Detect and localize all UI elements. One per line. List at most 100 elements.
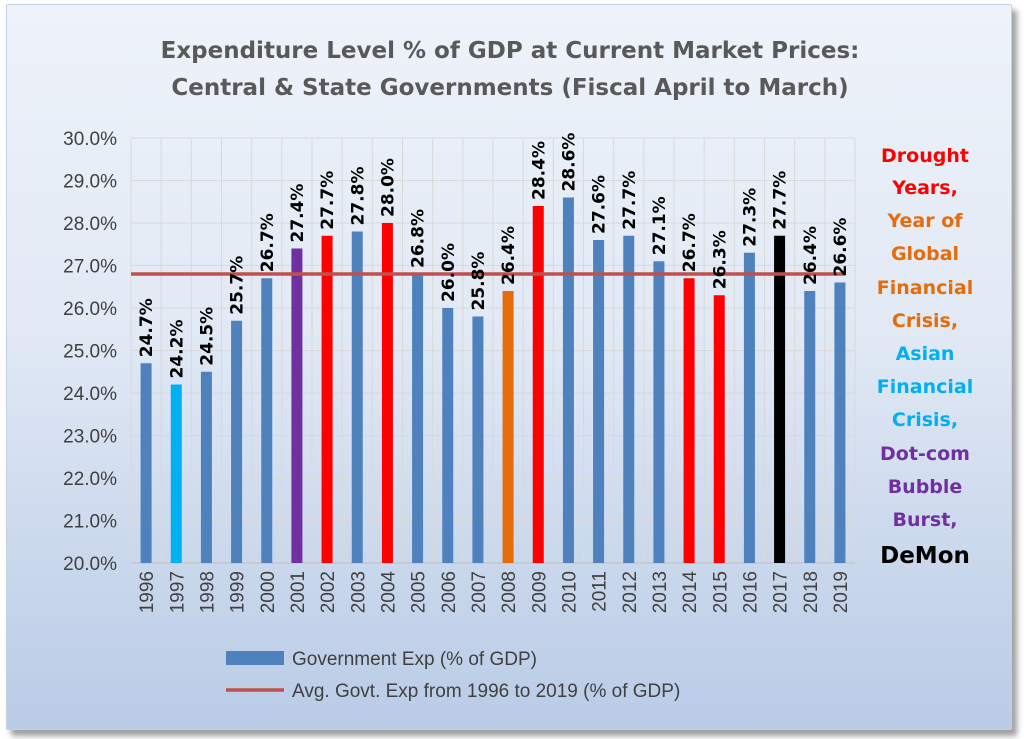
x-tick-label-2009: 2009 [529,571,550,613]
data-label-1998: 24.5% [197,307,217,366]
chart-title-line-1: Expenditure Level % of GDP at Current Ma… [161,38,860,64]
y-tick-label: 26.0% [63,299,117,320]
y-tick-label: 21.0% [63,512,117,533]
x-tick-label-2002: 2002 [318,571,339,613]
data-label-2001: 27.4% [288,184,308,243]
y-tick-label: 25.0% [63,342,117,363]
data-label-2008: 26.4% [499,226,519,285]
bar-2012 [623,235,635,563]
data-label-2007: 25.8% [469,252,489,311]
x-tick-label-2017: 2017 [771,571,792,613]
data-label-2000: 26.7% [258,213,278,272]
bar-2008 [502,291,514,563]
y-tick-label: 20.0% [63,554,117,575]
x-tick-label-2015: 2015 [710,571,731,613]
data-label-2013: 27.1% [650,196,670,255]
data-label-2014: 26.7% [680,213,700,272]
x-tick-label-2007: 2007 [469,571,490,613]
y-tick-label: 29.0% [63,172,117,193]
legend-label-avg-line: Avg. Govt. Exp from 1996 to 2019 (% of G… [292,681,680,702]
annotation-line: Financial [877,277,973,299]
bar-2018 [804,291,816,563]
data-labels: 24.7% 24.2% 24.5% 25.7% 26.7% 27.4% 27.7% 27.8%… [137,133,851,379]
y-tick-label: 30.0% [63,129,117,150]
y-tick-label: 23.0% [63,427,117,448]
bar-2017 [774,235,786,563]
x-tick-label-2001: 2001 [288,571,309,613]
bar-1998 [200,371,212,563]
x-tick-label-2004: 2004 [378,571,399,614]
annotation-line: Dot-com [880,443,970,465]
data-label-1997: 24.2% [167,320,187,379]
bar-2014 [683,278,695,563]
bars [140,197,846,563]
bar-2002 [321,235,333,563]
bar-2007 [472,316,484,563]
data-label-2006: 26.0% [439,243,459,302]
x-tick-label-2000: 2000 [258,571,279,613]
bar-2000 [261,278,273,563]
data-label-2005: 26.8% [409,209,429,268]
data-label-2009: 28.4% [529,141,549,200]
data-label-2018: 26.4% [801,226,821,285]
x-tick-label-2019: 2019 [831,571,852,613]
chart-title-line-2: Central & State Governments (Fiscal Apri… [171,75,848,101]
x-tick-label-2011: 2011 [590,571,611,612]
bar-2015 [713,295,725,563]
data-label-2002: 27.7% [318,171,338,230]
data-label-1996: 24.7% [137,298,157,357]
x-tick-label-2006: 2006 [439,571,460,613]
x-tick-label-1996: 1996 [137,571,158,613]
x-tick-label-2005: 2005 [409,571,430,613]
annotation-line: Bubble [888,476,963,498]
bar-2005 [412,274,424,563]
annotation-line: Financial [877,376,973,398]
bar-2003 [351,231,363,563]
x-tick-label-2010: 2010 [559,571,580,613]
annotation-line: Years, [891,177,958,199]
legend-swatch-government-exp [226,651,284,665]
data-label-2003: 27.8% [348,167,368,226]
y-tick-label: 22.0% [63,469,117,490]
bar-2001 [291,248,303,563]
data-label-2019: 26.6% [831,218,851,277]
y-tick-label: 24.0% [63,384,117,405]
x-tick-label-1998: 1998 [197,571,218,613]
annotation-line: DeMon [880,543,970,569]
data-label-2016: 27.3% [740,188,760,247]
y-tick-label: 28.0% [63,214,117,235]
legend-label-government-exp: Government Exp (% of GDP) [292,649,537,670]
data-label-2015: 26.3% [710,230,730,289]
annotation-line: Global [891,243,959,265]
data-label-2012: 27.7% [620,171,640,230]
x-axis-ticks: 1996 1997 1998 1999 2000 2001 2002 2003 2004 2005… [137,571,852,614]
x-tick-label-2018: 2018 [801,571,822,613]
x-tick-label-2003: 2003 [348,571,369,613]
annotation-line: Drought [881,145,969,167]
x-tick-label-2012: 2012 [620,571,641,613]
bar-1997 [170,384,182,563]
y-axis-ticks: 20.0% 21.0% 22.0% 23.0% 24.0% 25.0% 26.0% 27.0%… [63,129,117,575]
annotation-line: Crisis, [892,310,958,332]
data-label-2011: 27.6% [590,175,610,234]
x-tick-label-2013: 2013 [650,571,671,613]
x-tick-label-2008: 2008 [499,571,520,613]
bar-1996 [140,363,152,563]
bar-2006 [442,308,454,563]
gridlines [130,137,856,564]
x-tick-label-2016: 2016 [740,571,761,613]
bar-1999 [231,320,243,563]
annotation-line: Year of [886,210,963,232]
data-label-2004: 28.0% [378,158,398,217]
bar-2019 [834,282,846,563]
data-label-2010: 28.6% [559,133,579,192]
annotation-text: Drought Years, Year of Global Financial Crisi… [877,145,973,569]
annotation-line: Burst, [893,509,958,531]
bar-2010 [562,197,574,563]
data-label-2017: 27.7% [771,171,791,230]
data-label-1999: 25.7% [228,256,248,315]
bar-2016 [743,252,755,563]
annotation-line: Asian [896,343,955,365]
bar-2011 [593,240,605,563]
